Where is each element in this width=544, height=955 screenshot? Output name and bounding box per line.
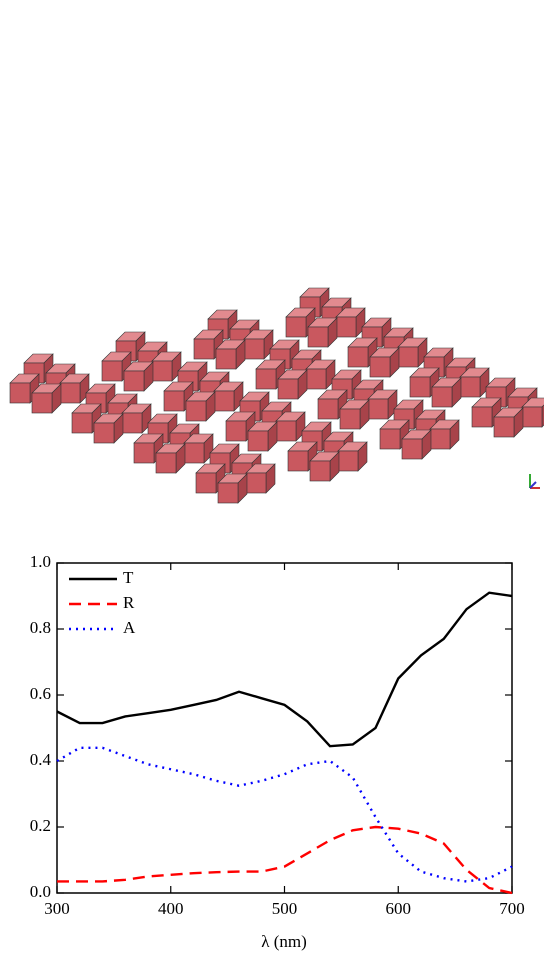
cube-front bbox=[278, 379, 298, 399]
cube-front bbox=[348, 347, 368, 367]
page: {"chart_data": {"type": "line", "x": [30… bbox=[0, 0, 544, 955]
cube-front bbox=[318, 399, 338, 419]
cube-front bbox=[472, 407, 492, 427]
cube-front bbox=[460, 377, 480, 397]
cube-front bbox=[32, 393, 52, 413]
cube-front bbox=[306, 369, 326, 389]
axis-triad bbox=[530, 474, 540, 488]
cube-front bbox=[276, 421, 296, 441]
cube-front bbox=[10, 383, 30, 403]
cube-front bbox=[430, 429, 450, 449]
cube-front bbox=[156, 453, 176, 473]
cube-front bbox=[336, 317, 356, 337]
cube-front bbox=[186, 401, 206, 421]
series-line bbox=[57, 827, 512, 893]
cube-front bbox=[152, 361, 172, 381]
legend-label: T bbox=[123, 568, 134, 587]
cube-front bbox=[226, 421, 246, 441]
cube-front bbox=[256, 369, 276, 389]
cube-front bbox=[288, 451, 308, 471]
cube-front bbox=[194, 339, 214, 359]
cube-front bbox=[122, 413, 142, 433]
cube-front bbox=[380, 429, 400, 449]
x-tick-label: 600 bbox=[386, 899, 412, 918]
cube-front bbox=[308, 327, 328, 347]
x-tick-label: 700 bbox=[499, 899, 525, 918]
cube-front bbox=[184, 443, 204, 463]
cube-front bbox=[286, 317, 306, 337]
cube-front bbox=[246, 473, 266, 493]
cube-front bbox=[124, 371, 144, 391]
cube-front bbox=[244, 339, 264, 359]
cube-front bbox=[310, 461, 330, 481]
cube-front bbox=[370, 357, 390, 377]
cube-front bbox=[432, 387, 452, 407]
cube-front bbox=[398, 347, 418, 367]
cube-front bbox=[164, 391, 184, 411]
cube-front bbox=[218, 483, 238, 503]
cube-front bbox=[368, 399, 388, 419]
y-tick-label: 0.6 bbox=[30, 684, 51, 703]
figure: λ (nm) 0.00.20.40.60.81.0300400500600700… bbox=[0, 0, 544, 955]
cube-front bbox=[248, 431, 268, 451]
y-tick-label: 0.4 bbox=[30, 750, 52, 769]
series-line bbox=[57, 593, 512, 746]
cube-front bbox=[410, 377, 430, 397]
y-tick-label: 0.2 bbox=[30, 816, 51, 835]
y-tick-label: 1.0 bbox=[30, 552, 51, 571]
cube-front bbox=[214, 391, 234, 411]
metasurface-render bbox=[10, 288, 544, 503]
cube-front bbox=[340, 409, 360, 429]
cube-front bbox=[216, 349, 236, 369]
cube-front bbox=[402, 439, 422, 459]
legend-label: R bbox=[123, 593, 135, 612]
cube-front bbox=[134, 443, 154, 463]
cube-front bbox=[60, 383, 80, 403]
y-tick-label: 0.8 bbox=[30, 618, 51, 637]
x-tick-label: 500 bbox=[272, 899, 298, 918]
cube-front bbox=[94, 423, 114, 443]
cube-front bbox=[522, 407, 542, 427]
cube-front bbox=[72, 413, 92, 433]
legend-label: A bbox=[123, 618, 136, 637]
cube-front bbox=[196, 473, 216, 493]
series-line bbox=[57, 748, 512, 882]
x-tick-label: 300 bbox=[44, 899, 70, 918]
x-tick-label: 400 bbox=[158, 899, 184, 918]
x-axis-label: λ (nm) bbox=[261, 932, 307, 951]
cube-front bbox=[494, 417, 514, 437]
cube-front bbox=[102, 361, 122, 381]
cube-front bbox=[338, 451, 358, 471]
